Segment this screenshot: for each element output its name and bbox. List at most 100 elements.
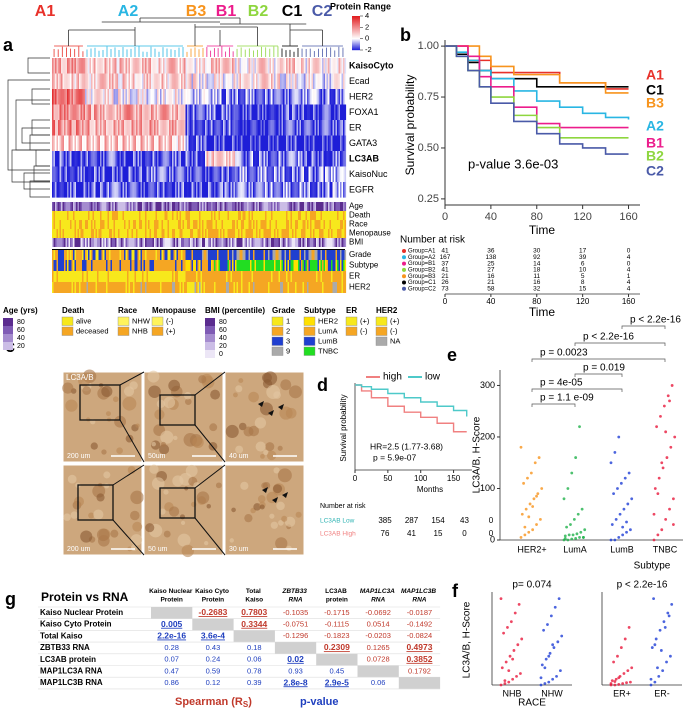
- clinical-cell: [247, 260, 249, 271]
- heatmap-cell: [338, 120, 341, 136]
- heatmap-cell: [256, 58, 258, 74]
- clinical-cell: [292, 250, 294, 260]
- y-tick-label: 1.00: [418, 40, 439, 52]
- x-tick-label: 50: [383, 474, 392, 483]
- row-dendrogram: [15, 99, 50, 151]
- heatmap-cell: [154, 58, 156, 74]
- heatmap-cell: [79, 89, 81, 105]
- heatmap-cell: [68, 89, 71, 105]
- clinical-cell: [161, 282, 164, 293]
- heatmap-cell: [292, 151, 294, 167]
- clinical-cell: [289, 250, 291, 260]
- heatmap-cell: [286, 151, 288, 167]
- annotation: p < 2.2e-16: [617, 580, 668, 591]
- heatmap-cell: [334, 120, 336, 136]
- cell-texture: [184, 398, 192, 406]
- heatmap-cell: [140, 73, 143, 90]
- heatmap-cell: [229, 120, 231, 136]
- clinical-cell: [286, 211, 288, 220]
- heatmap-cell: [157, 182, 159, 198]
- clinical-cell: [143, 260, 146, 271]
- legend-swatch: [345, 326, 358, 336]
- x-tick-label: TNBC: [653, 544, 678, 554]
- column-header: Kaiso Cyto Protein: [195, 588, 231, 604]
- cell-texture: [180, 520, 186, 525]
- clinical-cell: [244, 229, 246, 238]
- clinical-cell: [103, 282, 105, 293]
- clinical-cell: [187, 260, 189, 271]
- clinical-cell: [272, 260, 275, 271]
- heatmap-cell: [208, 73, 210, 90]
- heatmap-cell: [61, 89, 63, 105]
- clinical-cell: [103, 211, 105, 220]
- heatmap-cell: [280, 73, 282, 90]
- clinical-cell: [62, 282, 65, 293]
- clinical-cell: [179, 211, 182, 220]
- heatmap-cell: [74, 73, 77, 90]
- comparison-bracket: [574, 373, 623, 377]
- heatmap-cell: [319, 120, 321, 136]
- clinical-cell: [149, 282, 152, 293]
- clinical-cell: [104, 260, 107, 271]
- heatmap-cell: [178, 104, 180, 121]
- clinical-cell: [235, 282, 237, 293]
- data-point: [664, 430, 668, 434]
- clinical-cell: [143, 211, 146, 220]
- clinical-cell: [89, 260, 92, 271]
- risk-count: 58: [487, 286, 495, 293]
- clinical-cell: [152, 202, 155, 211]
- clinical-cell: [284, 271, 287, 282]
- cell-texture: [240, 481, 249, 490]
- data-point: [627, 471, 631, 475]
- heatmap-cell: [287, 182, 290, 198]
- clinical-cell: [271, 229, 273, 238]
- heatmap-cell: [250, 73, 252, 90]
- heatmap-cell: [302, 120, 305, 136]
- clinical-cell: [56, 250, 59, 260]
- clinical-cell: [316, 271, 318, 282]
- colorbar-segment: [352, 42, 360, 44]
- risk-count: 1: [627, 273, 631, 280]
- heatmap-cell: [124, 58, 126, 74]
- clinical-cell: [86, 238, 89, 247]
- clinical-cell: [296, 202, 299, 211]
- clinical-cell: [196, 260, 198, 271]
- clinical-cell: [124, 282, 126, 293]
- heatmap-cell: [221, 182, 224, 198]
- heatmap-cell: [293, 89, 296, 105]
- heatmap-cell: [65, 182, 68, 198]
- heatmap-cell: [236, 120, 239, 136]
- heatmap-cell: [194, 58, 197, 74]
- heatmap-cell: [301, 73, 303, 90]
- risk-label: Group=B2: [408, 267, 436, 273]
- clinical-cell: [296, 282, 299, 293]
- clinical-cell: [271, 282, 273, 293]
- heatmap-cell: [211, 151, 213, 167]
- clinical-cell: [122, 260, 125, 271]
- heatmap-cell: [214, 182, 216, 198]
- heatmap-cell: [230, 151, 233, 167]
- heatmap-cell: [137, 182, 140, 198]
- heatmap-cell: [254, 135, 257, 152]
- clinical-cell: [158, 282, 161, 293]
- table-cell: -0.1823: [324, 631, 349, 640]
- clinical-cell: [149, 238, 152, 247]
- heatmap-cell: [97, 104, 99, 121]
- heatmap-cell: [259, 120, 261, 136]
- heatmap-cell: [236, 151, 239, 167]
- clinical-cell: [242, 202, 245, 211]
- heatmap-cell: [56, 104, 59, 121]
- clinical-cell: [224, 229, 227, 238]
- heatmap-cell: [130, 166, 132, 183]
- heatmap-cell: [325, 89, 327, 105]
- data-point: [532, 497, 536, 501]
- cell-texture: [263, 449, 269, 455]
- data-point: [526, 476, 529, 480]
- clinical-cell: [152, 282, 155, 293]
- clinical-cell: [310, 271, 312, 282]
- heatmap-cell: [232, 89, 234, 105]
- clinical-cell: [340, 238, 342, 247]
- heatmap-cell: [116, 120, 119, 136]
- heatmap-cell: [277, 135, 279, 152]
- heatmap-cell: [223, 73, 225, 90]
